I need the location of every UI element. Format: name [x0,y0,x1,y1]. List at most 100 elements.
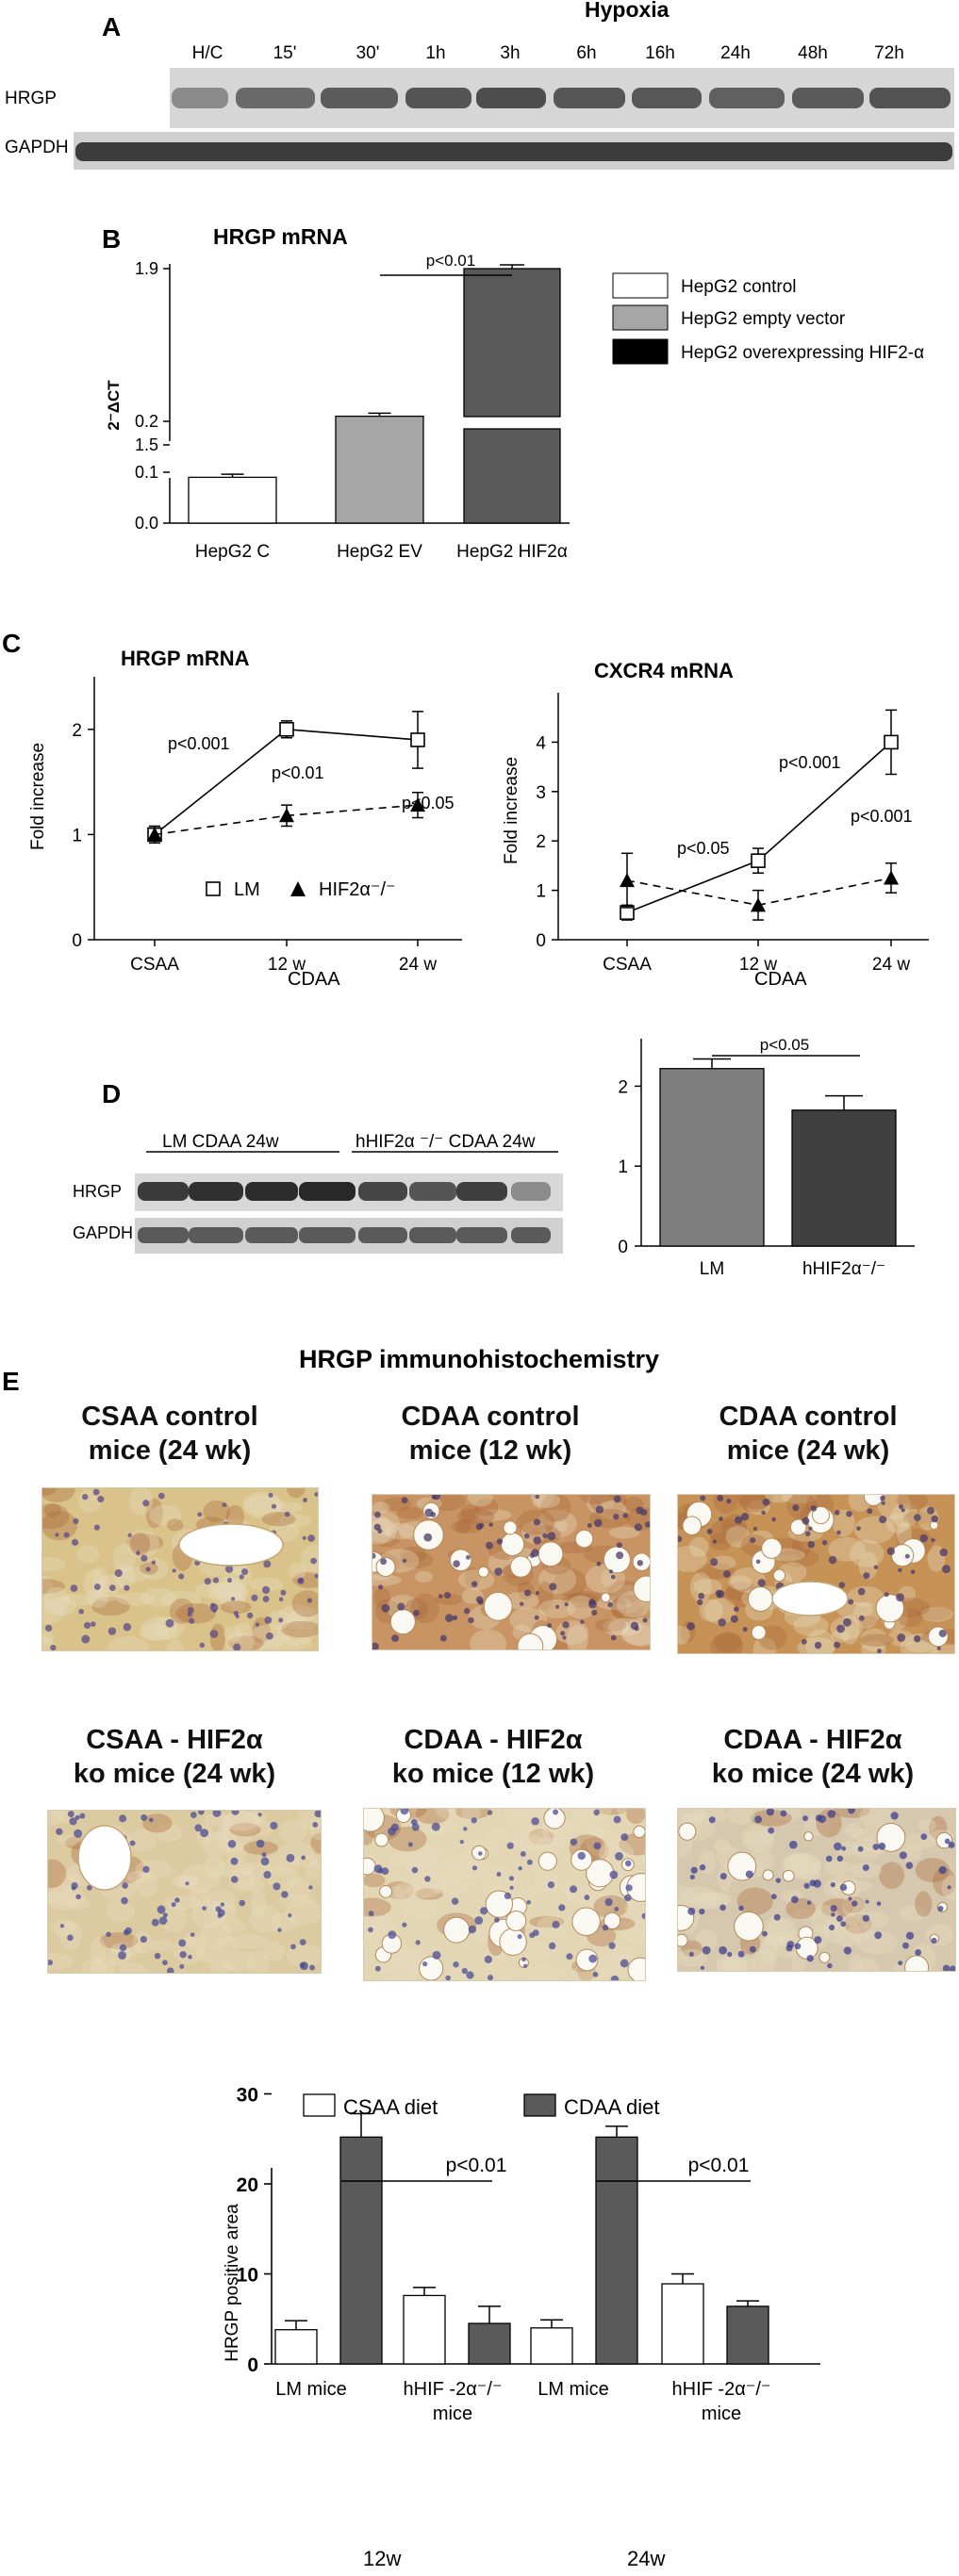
ihc-image-cdaa-control-12 [372,1494,651,1650]
panel-c-right-ytick-label: 1 [536,882,546,902]
panel-d-group-lm: LM CDAA 24w [162,1132,279,1152]
panel-e-week-24: 24w [627,2547,665,2570]
panel-a-hrgp-band [405,88,471,108]
panel-d-ytick-label: 1 [618,1157,628,1177]
panel-e-bar-cdaa [468,2322,511,2365]
panel-b-category-label: HepG2 HIF2α [456,542,568,561]
panel-d-gapdh-band [511,1227,551,1243]
panel-b-bar [335,415,424,524]
panel-e-header: E HRGP immunohistochemistry [2,1345,659,1396]
panel-d-ytick-label: 2 [618,1077,628,1097]
panel-c-right-plot: 0 1 2 3 4 CSAA 12 w 24 w [536,693,929,975]
panel-c-left-xtick-label: 24 w [399,955,437,975]
panel-c-left-point-lm [279,722,294,737]
panel-d-bar [791,1109,897,1247]
panel-c-left-ylabel: Fold increase [28,743,48,850]
panel-a-lane-label: 30' [356,43,380,63]
panel-c-right-ylabel: Fold increase [502,757,521,864]
panel-c-right-ytick-label: 4 [536,733,546,753]
panel-b-bar [188,476,277,524]
panel-c-right-point-ko [620,873,635,888]
panel-d-letter: D [102,1079,121,1108]
panel-c-left-xtick-label: CSAA [130,955,179,975]
panel-c-legend-lm-marker [206,881,221,896]
panel-b-legend-hif: HepG2 overexpressing HIF2-α [681,343,924,363]
panel-c-right-title: CXCR4 mRNA [594,659,734,682]
tile-title-csaa-ko-24: CSAA - HIF2α ko mice (24 wk) [73,1725,276,1789]
panel-c-left-point-ko [147,827,162,842]
panel-a-lane-label: 16h [645,43,675,63]
panel-e-letter: E [2,1367,20,1396]
panel-a-hrgp-band [476,88,546,108]
panel-c-right-ytick-label: 3 [536,783,546,803]
panel-e-category-label: mice [433,2404,472,2424]
panel-d: D LM CDAA 24w hHIF2α ⁻/⁻ CDAA 24w HRGP G… [73,1036,915,1279]
panel-a-lane-label: 1h [425,43,445,63]
panel-c-right-ytick-label: 2 [536,832,546,852]
panel-c-right-series-line [626,879,759,907]
panel-c-right-p1: p<0.05 [677,839,730,858]
panel-e-category-label: hHIF -2α⁻/⁻ [404,2379,503,2400]
panel-c-left-p1: p<0.001 [168,734,230,753]
panel-c-right-series-line [626,860,759,913]
panel-a-hrgp-band [554,88,625,108]
tile-title-cdaa-control-24: CDAA control mice (24 wk) [719,1402,898,1466]
panel-a-western-blot: A Hypoxia H/C 15' 30' 1h 3h 6h 16h 24h 48h 72h HR… [5,0,954,170]
panel-e-bar-cdaa [726,2305,769,2365]
panel-a-hrgp-band [869,88,951,108]
panel-b-ylabel: 2⁻ΔCT [105,380,123,431]
panel-e-bar-csaa [274,2329,318,2365]
panel-c-left-series-line [154,729,288,836]
tile-title-cdaa-ko-12: CDAA - HIF2α ko mice (12 wk) [391,1725,595,1789]
panel-c-legend-lm: LM [234,879,260,900]
panel-e-legend-cdaa-swatch [523,2093,556,2117]
panel-d-hrgp-band [189,1182,243,1201]
panel-c-right-series-line [757,741,892,861]
panel-a-hrgp-band [236,88,315,108]
panel-d-bar [659,1068,765,1247]
panel-d-gapdh-band [409,1227,456,1243]
panel-b-ytick-label: 0.1 [135,463,158,482]
panel-c-right-point-ko [751,897,766,912]
panel-a-lane-label: 24h [720,43,751,63]
panel-e-plot: 0 10 20 30 LM mice hHIF -2α⁻/⁻ mice LM mice hHIF… [237,2085,820,2424]
panel-c-charts: C HRGP mRNA CXCR4 mRNA Fold increase Fol… [2,629,929,990]
panel-b-ytick-label: 0.2 [135,412,158,431]
panel-b-legend-swatch-control [612,272,669,299]
panel-b-ytick-label: 1.5 [135,435,158,454]
panel-b-sig-label: p<0.01 [426,252,475,270]
ihc-image-csaa-control-24 [41,1487,319,1651]
ihc-image-csaa-ko-24 [47,1810,322,1974]
panel-a-row-hrgp: HRGP [5,89,57,108]
panel-e-ytick-label: 30 [237,2085,258,2107]
panel-d-bands [138,1182,551,1243]
panel-d-sig-label: p<0.05 [760,1036,809,1054]
panel-d-gapdh-band [189,1227,243,1243]
panel-a-lane-label: 3h [500,43,520,63]
panel-a-lane-label: 72h [874,43,904,63]
panel-d-hrgp-band [511,1182,551,1201]
panel-a-hrgp-band [172,88,228,108]
panel-e-ytick-label: 0 [247,2354,258,2376]
panel-c-right-p2: p<0.001 [779,753,841,772]
panel-a-lane-label: H/C [192,43,223,63]
panel-e-legend-csaa: CSAA diet [343,2095,438,2119]
panel-d-gapdh-band [138,1227,189,1243]
panel-c-left-xtick-label: 12 w [268,955,306,975]
panel-b-ytick-label: 0.0 [135,514,158,533]
panel-d-category-label: hHIF2α⁻/⁻ [802,1259,885,1279]
panel-d-hrgp-band [299,1182,355,1201]
panel-c-right-xtick-label: 24 w [872,955,910,975]
panel-e-sig-label-24w: p<0.01 [688,2155,750,2176]
panel-b-chart: B HRGP mRNA 2⁻ΔCT 0.0 0.1 0.2 1.5 1.9 HepG2 C… [102,224,924,561]
panel-b-bar [463,428,561,524]
panel-d-group-ko: hHIF2α ⁻/⁻ CDAA 24w [355,1132,536,1152]
panel-e-ylabel: HRGP positive area [223,2204,242,2362]
ihc-image-cdaa-control-24 [677,1494,955,1654]
panel-d-hrgp-band [456,1182,507,1201]
panel-c-left-ytick-label: 2 [72,721,82,741]
panel-d-plot: 0 1 2 LM hHIF2α⁻/⁻ p<0.05 [618,1036,915,1279]
panel-b-plot: 0.0 0.1 0.2 1.5 1.9 HepG2 C HepG2 EV HepG2 HIF2… [135,252,570,561]
panel-e-category-label: mice [702,2404,741,2424]
panel-d-gapdh-band [358,1227,407,1243]
